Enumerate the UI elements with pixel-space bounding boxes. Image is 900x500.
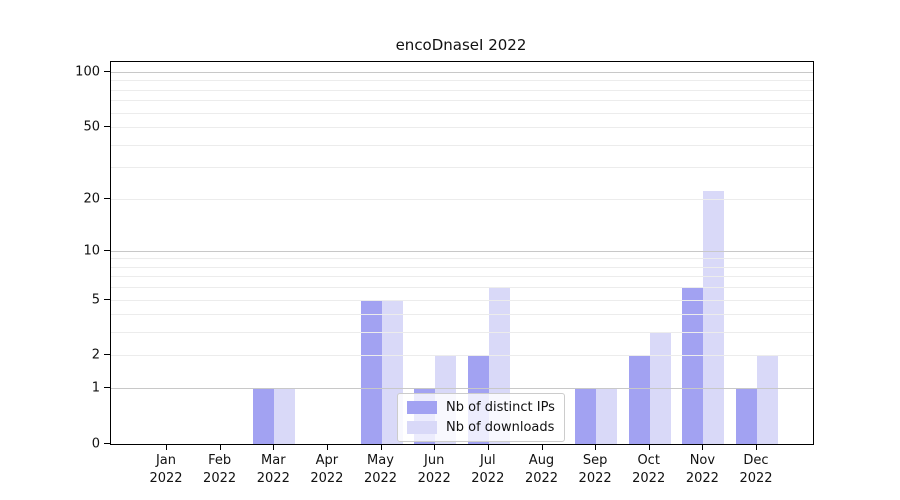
x-tick-label: Jul 2022 (471, 453, 505, 486)
plot-area: Nb of distinct IPs Nb of downloads (110, 61, 814, 445)
y-tick-label: 50 (83, 119, 100, 135)
bar-nb-of-downloads-mar (274, 388, 296, 444)
y-tick-mark (104, 298, 110, 300)
x-tick-mark (648, 444, 650, 450)
y-tick-mark (104, 387, 110, 389)
y-tick-label: 2 (91, 347, 100, 363)
x-tick-mark (219, 444, 221, 450)
bar-nb-of-downloads-sep (596, 388, 618, 444)
x-tick-label: May 2022 (363, 453, 398, 486)
y-tick-mark (104, 354, 110, 356)
x-tick-mark (756, 444, 757, 450)
legend-label-downloads: Nb of downloads (446, 420, 555, 435)
chart-title: encoDnaseI 2022 (395, 36, 527, 54)
legend-label-distinct-ips: Nb of distinct IPs (446, 400, 555, 415)
x-tick-mark (380, 444, 382, 450)
bar-nb-of-downloads-nov (703, 191, 725, 444)
y-tick-mark (104, 126, 110, 128)
bar-nb-of-distinct-ips-may (360, 299, 382, 444)
bar-nb-of-distinct-ips-dec (736, 388, 757, 444)
y-tick-mark (104, 443, 110, 444)
y-tick-mark (104, 71, 110, 72)
legend-swatch-downloads (407, 421, 437, 434)
x-tick-label: Apr 2022 (310, 453, 344, 486)
y-tick-label: 100 (75, 64, 100, 80)
bar-nb-of-distinct-ips-sep (575, 388, 597, 444)
y-tick-mark (104, 197, 110, 199)
bar-nb-of-distinct-ips-oct (628, 355, 650, 444)
y-tick-label: 20 (83, 191, 100, 207)
x-tick-label: Aug 2022 (524, 453, 559, 486)
x-tick-mark (326, 444, 328, 450)
x-tick-mark (541, 444, 543, 450)
x-tick-label: Feb 2022 (203, 453, 237, 486)
legend-item-distinct-ips: Nb of distinct IPs (407, 400, 555, 415)
bars-layer (111, 62, 813, 444)
x-tick-label: Sep 2022 (578, 453, 612, 486)
y-tick-label: 10 (83, 243, 100, 259)
x-tick-label: Dec 2022 (739, 453, 773, 486)
bar-nb-of-downloads-dec (757, 355, 778, 444)
x-tick-label: Mar 2022 (256, 453, 290, 486)
x-tick-mark (166, 444, 167, 450)
bar-nb-of-distinct-ips-nov (682, 287, 704, 444)
bar-nb-of-downloads-oct (649, 332, 671, 444)
y-tick-label: 5 (91, 292, 100, 308)
x-tick-label: Jun 2022 (417, 453, 451, 486)
x-tick-mark (595, 444, 597, 450)
bar-nb-of-distinct-ips-mar (253, 388, 275, 444)
x-tick-mark (273, 444, 275, 450)
legend-item-downloads: Nb of downloads (407, 420, 555, 435)
x-tick-label: Oct 2022 (632, 453, 666, 486)
legend-swatch-distinct-ips (407, 401, 437, 414)
x-tick-label: Nov 2022 (685, 453, 719, 486)
x-tick-mark (702, 444, 704, 450)
legend: Nb of distinct IPs Nb of downloads (397, 393, 565, 442)
x-tick-label: Jan 2022 (149, 453, 183, 486)
y-tick-label: 0 (91, 436, 100, 452)
x-tick-mark (487, 444, 489, 450)
x-tick-mark (434, 444, 436, 450)
y-tick-mark (104, 249, 110, 251)
y-tick-label: 1 (91, 380, 100, 396)
